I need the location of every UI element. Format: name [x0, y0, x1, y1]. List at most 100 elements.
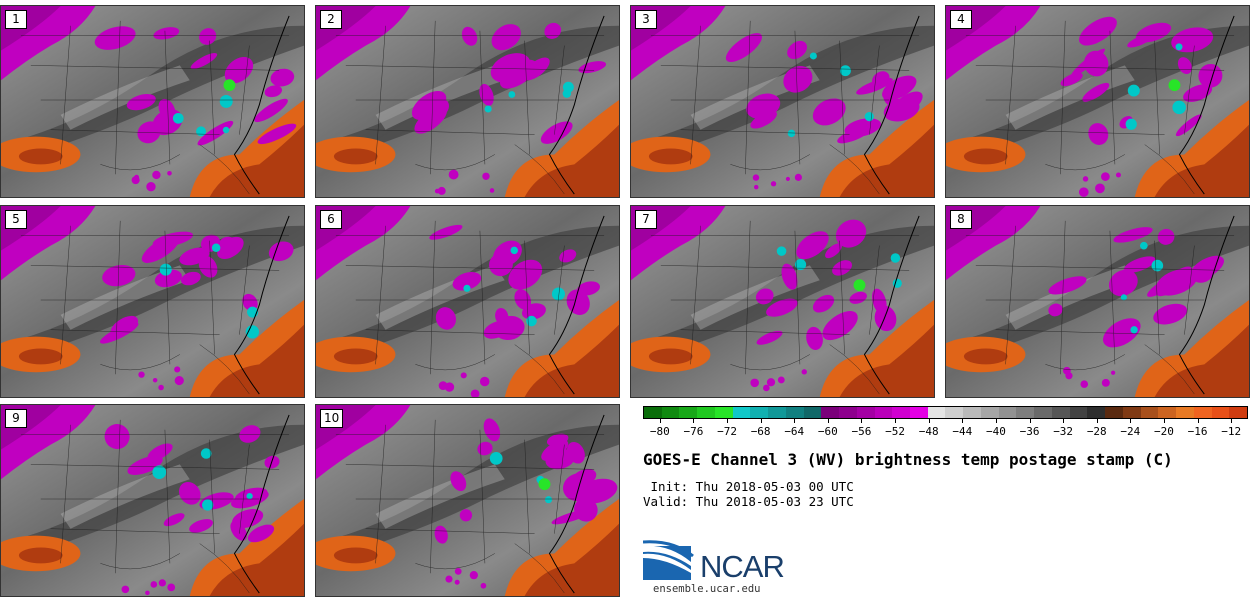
colorbar-segment: [839, 407, 857, 418]
water-vapor-map: [316, 206, 619, 397]
colorbar-segment: [927, 407, 946, 418]
colorbar-segment: [821, 407, 840, 418]
colorbar-tick-label: −64: [784, 425, 805, 438]
colorbar-tick-label: −72: [717, 425, 737, 438]
colorbar-tick-label: −36: [1019, 425, 1040, 438]
colorbar-segment: [1211, 407, 1230, 418]
init-time: Init: Thu 2018-05-03 00 UTC: [643, 479, 854, 494]
colorbar-tick: [861, 419, 863, 423]
colorbar-tick: [727, 419, 729, 423]
colorbar-tick-label: −24: [1120, 425, 1141, 438]
water-vapor-map: [946, 206, 1249, 397]
colorbar-tick: [659, 419, 661, 423]
figure-title: GOES-E Channel 3 (WV) brightness temp po…: [643, 450, 1173, 469]
colorbar-segment: [856, 407, 875, 418]
panel-number-label: 9: [5, 409, 27, 428]
panel-number-label: 7: [635, 210, 657, 229]
colorbar-tick-label: −80: [649, 425, 670, 438]
water-vapor-map: [631, 206, 934, 397]
panel-number-label: 3: [635, 10, 657, 29]
water-vapor-map: [631, 6, 934, 197]
stamp-panel-6: 6: [315, 205, 620, 398]
colorbar-tick: [1197, 419, 1199, 423]
water-vapor-map: [1, 6, 304, 197]
colorbar-tick-label: −52: [885, 425, 906, 438]
stamp-panel-10: 10: [315, 404, 620, 597]
stamp-panel-7: 7: [630, 205, 935, 398]
colorbar-segment: [1016, 407, 1035, 418]
colorbar-tick-label: −12: [1221, 425, 1242, 438]
colorbar-tick-label: −16: [1187, 425, 1208, 438]
colorbar-segment: [998, 407, 1017, 418]
colorbar-segment: [714, 407, 733, 418]
colorbar-tick-label: −20: [1154, 425, 1174, 438]
colorbar-segment: [697, 407, 715, 418]
colorbar-tick-label: −76: [683, 425, 704, 438]
colorbar-segment: [750, 407, 769, 418]
panel-number-label: 2: [320, 10, 342, 29]
colorbar-segment: [1176, 407, 1194, 418]
colorbar-tick-label: −40: [985, 425, 1006, 438]
valid-time: Valid: Thu 2018-05-03 23 UTC: [643, 494, 854, 509]
colorbar-segment: [874, 407, 893, 418]
water-vapor-map: [1, 206, 304, 397]
colorbar-tick: [794, 419, 796, 423]
colorbar-tick: [928, 419, 930, 423]
colorbar-segment: [1034, 407, 1052, 418]
colorbar-segment: [963, 407, 981, 418]
stamp-panel-3: 3: [630, 5, 935, 198]
colorbar-segment: [945, 407, 964, 418]
colorbar-segment: [803, 407, 822, 418]
stamp-panel-1: 1: [0, 5, 305, 198]
colorbar-tick-label: −32: [1053, 425, 1074, 438]
colorbar-segment: [679, 407, 698, 418]
stamp-panel-5: 5: [0, 205, 305, 398]
colorbar-tick: [760, 419, 762, 423]
colorbar-tick-label: −56: [851, 425, 872, 438]
colorbar-segment: [1069, 407, 1088, 418]
ncar-logo-icon: [643, 540, 694, 580]
colorbar-segment: [1051, 407, 1070, 418]
colorbar-tick: [995, 419, 997, 423]
water-vapor-map: [316, 405, 619, 596]
colorbar-segment: [785, 407, 804, 418]
colorbar-tick: [693, 419, 695, 423]
panel-number-label: 5: [5, 210, 27, 229]
temperature-colorbar: [643, 406, 1248, 419]
water-vapor-map: [1, 405, 304, 596]
colorbar-tick-label: −48: [918, 425, 939, 438]
colorbar-tick-label: −68: [750, 425, 771, 438]
colorbar-segment: [1105, 407, 1123, 418]
stamp-panel-8: 8: [945, 205, 1250, 398]
colorbar-tick-label: −60: [817, 425, 838, 438]
panel-number-label: 1: [5, 10, 27, 29]
colorbar-tick: [827, 419, 829, 423]
colorbar-tick: [1029, 419, 1031, 423]
colorbar-tick: [895, 419, 897, 423]
ncar-logo-text: NCAR: [700, 549, 785, 584]
colorbar-tick-labels: −80 −76 −72 −68 −64 −60 −56 −52 −48 −44 −40 −36 −32−…: [643, 419, 1248, 439]
stamp-panel-4: 4: [945, 5, 1250, 198]
colorbar-tick: [962, 419, 964, 423]
colorbar-segment: [661, 407, 680, 418]
colorbar-segment: [768, 407, 786, 418]
colorbar-tick: [1096, 419, 1098, 423]
ncar-url: ensemble.ucar.edu: [653, 583, 761, 595]
water-vapor-map: [946, 6, 1249, 197]
colorbar-segment: [1158, 407, 1177, 418]
colorbar-tick: [1163, 419, 1165, 423]
colorbar-segment: [1229, 407, 1247, 418]
panel-number-label: 4: [950, 10, 972, 29]
colorbar-segment: [732, 407, 751, 418]
colorbar-tick: [1231, 419, 1233, 423]
colorbar-segment: [980, 407, 999, 418]
colorbar-segment: [644, 407, 662, 418]
water-vapor-map: [316, 6, 619, 197]
colorbar-tick-label: −28: [1086, 425, 1107, 438]
colorbar-segment: [892, 407, 911, 418]
colorbar-segment: [910, 407, 928, 418]
colorbar-segment: [1087, 407, 1106, 418]
colorbar-tick-label: −44: [952, 425, 973, 438]
stamp-panel-9: 9: [0, 404, 305, 597]
colorbar-segment: [1140, 407, 1159, 418]
